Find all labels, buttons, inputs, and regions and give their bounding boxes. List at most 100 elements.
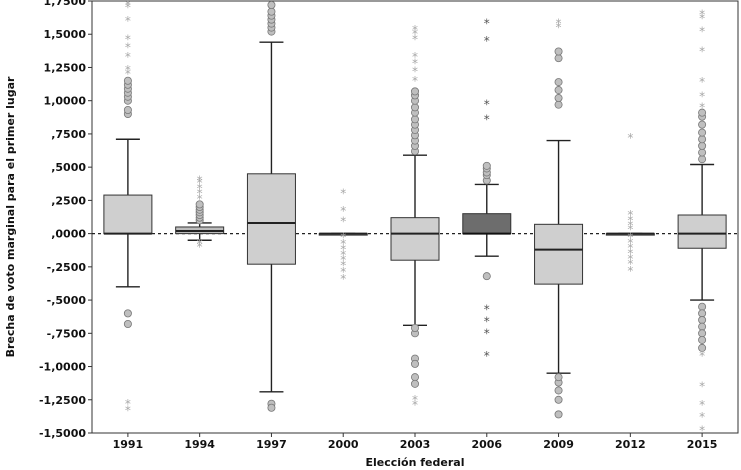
extreme-point: *	[412, 74, 418, 88]
x-tick-label: 2015	[687, 438, 718, 451]
extreme-point: *	[197, 192, 203, 206]
outlier-point	[410, 323, 419, 332]
extreme-point: *	[699, 398, 705, 412]
extreme-point: *	[197, 181, 203, 195]
extreme-point: *	[340, 248, 346, 262]
box-1997	[246, 0, 296, 412]
extreme-point: *	[627, 131, 633, 145]
outlier-point	[698, 302, 707, 311]
extreme-point: *	[484, 112, 490, 126]
outlier-point	[698, 135, 707, 144]
extreme-point: *	[197, 237, 203, 251]
extreme-point: *	[699, 410, 705, 424]
outlier-point	[554, 86, 563, 95]
y-tick-label: 1,5000	[44, 28, 87, 41]
box-1991: **********	[103, 0, 153, 417]
extreme-point: *	[627, 223, 633, 237]
x-tick-label: 1991	[113, 438, 144, 451]
box-2003: *********	[390, 23, 440, 412]
box-2009: **	[534, 17, 584, 419]
extreme-point: *	[340, 231, 346, 245]
extreme-point: *	[484, 314, 490, 328]
extreme-point: *	[699, 90, 705, 104]
outlier-point	[698, 108, 707, 117]
extreme-point: *	[699, 349, 705, 363]
x-tick-label: 2006	[471, 438, 502, 451]
outlier-point	[554, 78, 563, 87]
extreme-point: *	[125, 50, 131, 64]
box-2012: ************	[605, 131, 655, 278]
extreme-point: *	[412, 50, 418, 64]
y-axis: 1,7500 1,5000 1,2500 1,0000 ,7500 ,5000 ,2500,…	[39, 0, 92, 440]
box-2006: ********	[462, 17, 512, 363]
x-tick-label: 1997	[256, 438, 287, 451]
outlier-point	[267, 7, 276, 16]
extreme-point: *	[125, 14, 131, 28]
extreme-point: *	[125, 67, 131, 81]
extreme-point: *	[197, 187, 203, 201]
extreme-point: *	[412, 27, 418, 41]
box-body	[390, 217, 440, 261]
outlier-point	[554, 373, 563, 382]
outlier-point	[554, 54, 563, 63]
outlier-point	[123, 105, 132, 114]
extreme-point: *	[340, 265, 346, 279]
extreme-point: *	[412, 64, 418, 78]
x-tick-label: 1994	[184, 438, 215, 451]
outlier-point	[410, 115, 419, 124]
outlier-point	[554, 386, 563, 395]
extreme-point: *	[125, 63, 131, 77]
extreme-point: *	[627, 236, 633, 250]
y-tick-label: ,5000	[51, 161, 86, 174]
outlier-point	[482, 161, 491, 170]
outlier-point	[123, 320, 132, 329]
box-series: ****************************************…	[103, 0, 727, 437]
extreme-point: *	[484, 98, 490, 112]
outlier-point	[410, 359, 419, 368]
extreme-point: *	[340, 204, 346, 218]
y-tick-label: ,0000	[51, 228, 86, 241]
extreme-point: *	[484, 349, 490, 363]
extreme-point: *	[556, 21, 562, 35]
y-tick-label: -,2500	[47, 261, 87, 274]
extreme-point: *	[197, 240, 203, 254]
extreme-point: *	[412, 56, 418, 70]
extreme-point: *	[627, 264, 633, 278]
extreme-point: *	[484, 17, 490, 31]
box-body	[462, 213, 512, 235]
y-tick-label: ,2500	[51, 194, 86, 207]
extreme-point: *	[699, 423, 705, 437]
outlier-point	[698, 343, 707, 352]
y-tick-label: 1,7500	[44, 0, 87, 8]
outlier-point	[195, 200, 204, 209]
extreme-point: *	[627, 247, 633, 261]
outlier-point	[123, 309, 132, 318]
y-tick-label: 1,0000	[44, 95, 87, 108]
extreme-point: *	[340, 243, 346, 257]
outlier-point	[554, 100, 563, 109]
x-tick-label: 2000	[328, 438, 359, 451]
extreme-point: *	[412, 393, 418, 407]
outlier-point	[554, 47, 563, 56]
outlier-point	[267, 403, 276, 412]
extreme-point: *	[340, 259, 346, 273]
extreme-point: *	[340, 253, 346, 267]
extreme-point: *	[627, 252, 633, 266]
extreme-point: *	[340, 215, 346, 229]
extreme-point: *	[699, 379, 705, 393]
extreme-point: *	[340, 272, 346, 286]
extreme-point: *	[412, 23, 418, 37]
extreme-point: *	[340, 187, 346, 201]
y-tick-label: ,7500	[51, 128, 86, 141]
x-axis-title: Elección federal	[366, 456, 465, 469]
extreme-point: *	[125, 33, 131, 47]
outlier-point	[698, 141, 707, 150]
extreme-point: *	[699, 25, 705, 39]
outlier-point	[410, 103, 419, 112]
y-tick-label: -1,5000	[39, 427, 86, 440]
extreme-point: *	[627, 257, 633, 271]
outlier-point	[267, 0, 276, 9]
y-tick-label: -,5000	[47, 294, 87, 307]
outlier-point	[698, 335, 707, 344]
